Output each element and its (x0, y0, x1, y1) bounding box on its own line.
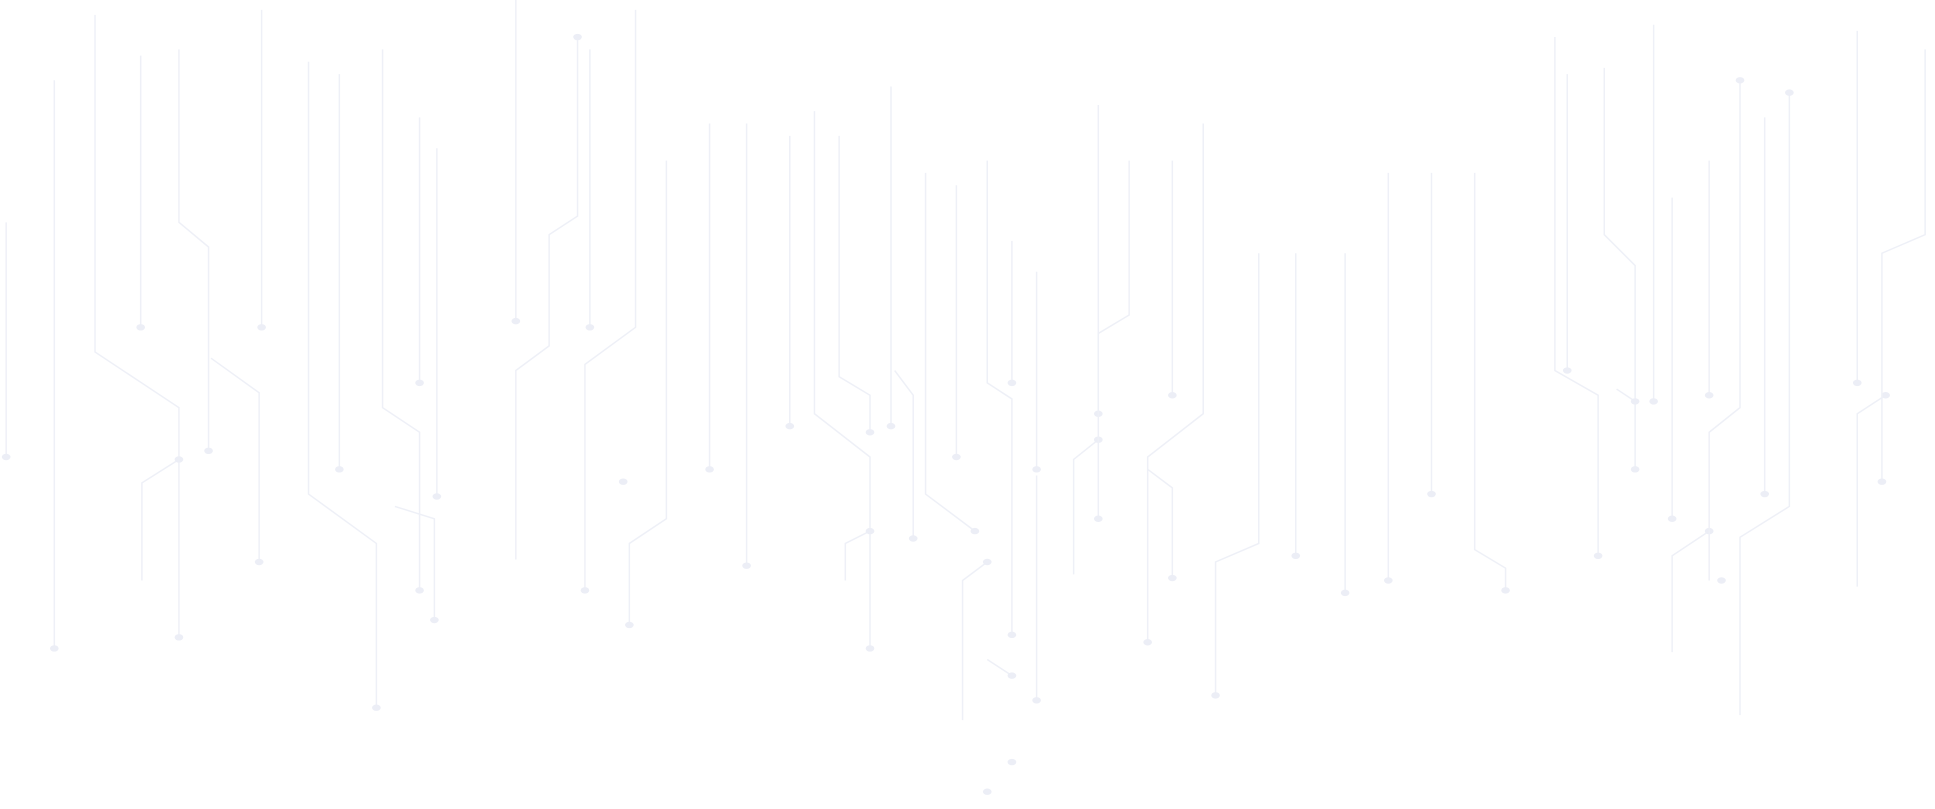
circuit-node (1211, 692, 1220, 699)
circuit-node (1007, 672, 1017, 679)
circuit-node (585, 324, 595, 331)
circuit-node (865, 645, 875, 652)
circuit-node (952, 453, 961, 461)
circuit-node (785, 422, 795, 430)
circuit-node (573, 33, 582, 41)
circuit-node (1630, 466, 1640, 473)
circuit-node (742, 562, 751, 569)
circuit-node (865, 429, 875, 436)
circuit-node (1501, 587, 1510, 594)
circuit-node (1032, 697, 1041, 704)
circuit-trace (94, 14, 180, 638)
circuit-node (1717, 577, 1726, 584)
circuit-trace (178, 49, 210, 451)
circuit-trace (894, 370, 914, 539)
circuit-node (1877, 478, 1887, 485)
circuit-node (1168, 392, 1177, 399)
circuit-node (415, 587, 424, 594)
circuit-node (1852, 379, 1862, 387)
circuit-node (432, 493, 442, 500)
circuit-node (1630, 398, 1640, 405)
circuit-trace (515, 37, 579, 560)
circuit-node (430, 616, 439, 624)
circuit-node (618, 478, 628, 485)
circuit-trace (1881, 49, 1926, 482)
circuit-node (174, 456, 184, 463)
circuit-node (1007, 631, 1017, 639)
circuit-node (372, 704, 381, 711)
circuit-trace (844, 530, 871, 581)
circuit-trace (381, 49, 421, 591)
circuit-trace (628, 160, 668, 625)
circuit-trace (141, 458, 180, 581)
circuit-node (335, 466, 344, 473)
circuit-node (1340, 589, 1350, 597)
circuit-node (982, 788, 992, 795)
circuit-node (1593, 552, 1603, 560)
circuit-node (982, 558, 992, 566)
circuit-node (1881, 392, 1890, 399)
circuit-trace (584, 9, 637, 591)
circuit-trace (1603, 67, 1636, 470)
circuit-node (970, 527, 980, 535)
circuit-node (174, 634, 184, 641)
circuit-node (1143, 639, 1152, 646)
circuit-trace (1147, 468, 1174, 579)
circuit-trace (813, 111, 871, 649)
circuit-node (254, 558, 264, 566)
circuit-node (865, 527, 875, 535)
circuit-node (580, 587, 590, 594)
circuit-node (625, 621, 634, 629)
circuit-node (1667, 515, 1677, 522)
circuit-trace (210, 357, 260, 562)
circuit-node (1032, 466, 1041, 473)
circuit-trace (1856, 394, 1887, 587)
circuit-node (1760, 490, 1770, 498)
circuit-node (1383, 577, 1393, 584)
circuit-node (415, 379, 424, 387)
circuit-trace (1671, 530, 1710, 653)
circuit-node (1007, 758, 1017, 766)
circuit-trace (1473, 172, 1507, 591)
circuit-node (257, 324, 266, 331)
circuit-trace (1214, 253, 1260, 696)
circuit-node (511, 317, 521, 325)
circuit-node (1562, 367, 1572, 374)
circuit-node (1735, 77, 1745, 84)
circuit-trace (838, 135, 871, 433)
circuit-node (49, 645, 59, 652)
circuit-node (908, 535, 918, 542)
circuit-node (1093, 515, 1103, 522)
circuit-node (1427, 490, 1436, 498)
circuit-node (204, 447, 213, 455)
circuit-node (705, 466, 714, 473)
circuit-trace (1146, 123, 1204, 643)
circuit-node (136, 324, 146, 331)
circuit-trace (1739, 92, 1791, 716)
circuit-node (1007, 379, 1017, 387)
circuit-trace (924, 172, 976, 532)
circuit-trace (961, 561, 988, 721)
circuit-node (1704, 392, 1714, 399)
circuit-node (1168, 574, 1177, 582)
circuit-trace (1097, 160, 1130, 519)
circuit-node (1785, 89, 1794, 96)
circuit-trace (307, 61, 378, 708)
circuit-trace (986, 658, 1013, 677)
circuit-trace (1554, 37, 1599, 556)
circuit-node (1649, 398, 1658, 405)
circuit-node (1, 453, 11, 461)
circuit-trace (1072, 439, 1099, 575)
circuit-trace (1708, 80, 1741, 581)
circuit-trace (986, 160, 1013, 635)
circuit-traces-group (1, 0, 1926, 795)
circuit-node (1291, 552, 1301, 560)
circuit-node (886, 422, 896, 430)
circuit-trace (394, 505, 436, 621)
